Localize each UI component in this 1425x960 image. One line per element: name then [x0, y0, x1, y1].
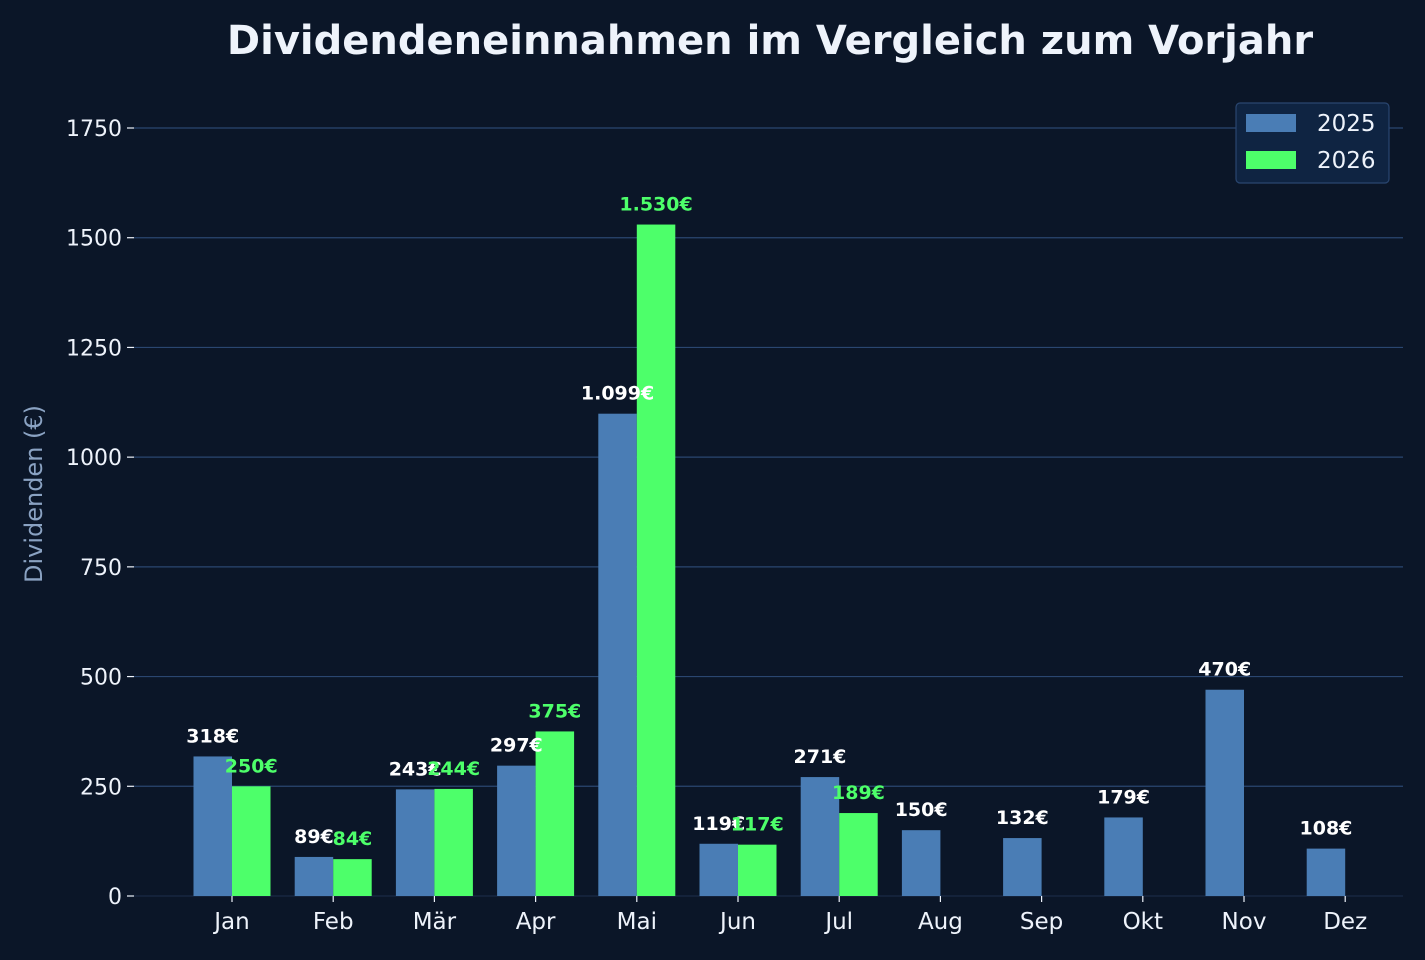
legend: 2025 2026 — [1235, 102, 1390, 184]
bar-2026 — [333, 859, 372, 896]
value-label-2025: 150€ — [895, 799, 948, 821]
bars — [193, 224, 1346, 896]
y-tick-label: 0 — [108, 885, 122, 910]
value-label-2026: 189€ — [832, 782, 885, 804]
x-tick-label: Aug — [918, 909, 963, 935]
y-tick-label: 250 — [80, 775, 122, 800]
value-label-2026: 250€ — [225, 755, 278, 777]
value-label-2025: 179€ — [1097, 786, 1150, 808]
value-label-2026: 1.530€ — [619, 194, 692, 216]
bar-2025 — [294, 856, 334, 896]
bar-2025 — [699, 843, 738, 896]
y-tick-label: 1250 — [66, 336, 122, 361]
x-tick-label: Sep — [1020, 909, 1063, 935]
bar-2026 — [434, 788, 473, 896]
y-tick-label: 1500 — [66, 227, 122, 252]
bar-2025 — [901, 830, 941, 896]
bar-2025 — [1003, 838, 1042, 896]
x-tick-label: Mär — [413, 909, 457, 935]
chart-title: Dividendeneinnahmen im Vergleich zum Vor… — [227, 18, 1313, 64]
x-tick-label: Jan — [212, 909, 249, 935]
value-label-2025: 470€ — [1198, 659, 1251, 681]
bar-2025 — [598, 413, 637, 896]
bar-2025 — [193, 756, 232, 896]
axis-ticks: 0 250 500 750 1000 1250 1500 1750 Jan Feb Mär Apr Ma… — [66, 117, 1367, 935]
bar-2025 — [395, 789, 435, 896]
value-label-2025: 108€ — [1300, 818, 1353, 840]
value-label-2025: 1.099€ — [581, 383, 654, 405]
legend-label-2026: 2026 — [1317, 148, 1376, 174]
value-labels: 318€ 89€ 243€ 297€ 1.099€ 119€ 271€ 150€ 132€ 179… — [186, 194, 1352, 851]
x-tick-label: Jun — [718, 909, 756, 935]
y-axis-label: Dividenden (€) — [20, 405, 48, 583]
bar-2025 — [1205, 689, 1244, 896]
value-label-2026: 375€ — [528, 700, 581, 722]
y-tick-label: 750 — [80, 556, 122, 581]
bar-2025 — [1306, 848, 1346, 896]
legend-swatch-2026 — [1246, 151, 1296, 169]
value-label-2025: 119€ — [692, 813, 745, 835]
value-label-2025: 318€ — [186, 725, 239, 747]
x-tick-label: Feb — [313, 909, 354, 935]
x-tick-label: Dez — [1323, 909, 1367, 935]
legend-label-2025: 2025 — [1317, 111, 1376, 137]
x-tick-label: Apr — [516, 909, 556, 935]
bar-2026 — [839, 813, 878, 896]
bar-2025 — [800, 777, 840, 896]
legend-swatch-2025 — [1246, 114, 1296, 132]
y-tick-label: 500 — [80, 666, 122, 691]
bar-2026 — [738, 844, 777, 896]
value-label-2026: 117€ — [731, 814, 784, 836]
value-label-2026: 84€ — [333, 828, 373, 850]
value-label-2025: 132€ — [996, 807, 1049, 829]
y-tick-label: 1000 — [66, 446, 122, 471]
value-label-2025: 271€ — [794, 746, 847, 768]
bar-2026 — [535, 731, 575, 896]
value-label-2026: 244€ — [427, 758, 480, 780]
value-label-2025: 297€ — [490, 735, 543, 757]
grid-lines — [134, 127, 1403, 897]
value-label-2025: 243€ — [389, 758, 442, 780]
bar-2025 — [1104, 817, 1143, 896]
bar-2026 — [232, 786, 271, 896]
bar-2025 — [497, 765, 536, 896]
x-tick-label: Jul — [823, 909, 853, 935]
bar-2026 — [636, 224, 676, 896]
x-tick-label: Okt — [1123, 909, 1163, 935]
value-label-2025: 89€ — [294, 826, 334, 848]
x-tick-label: Nov — [1222, 909, 1267, 935]
x-tick-label: Mai — [617, 909, 657, 935]
y-tick-label: 1750 — [66, 117, 122, 142]
